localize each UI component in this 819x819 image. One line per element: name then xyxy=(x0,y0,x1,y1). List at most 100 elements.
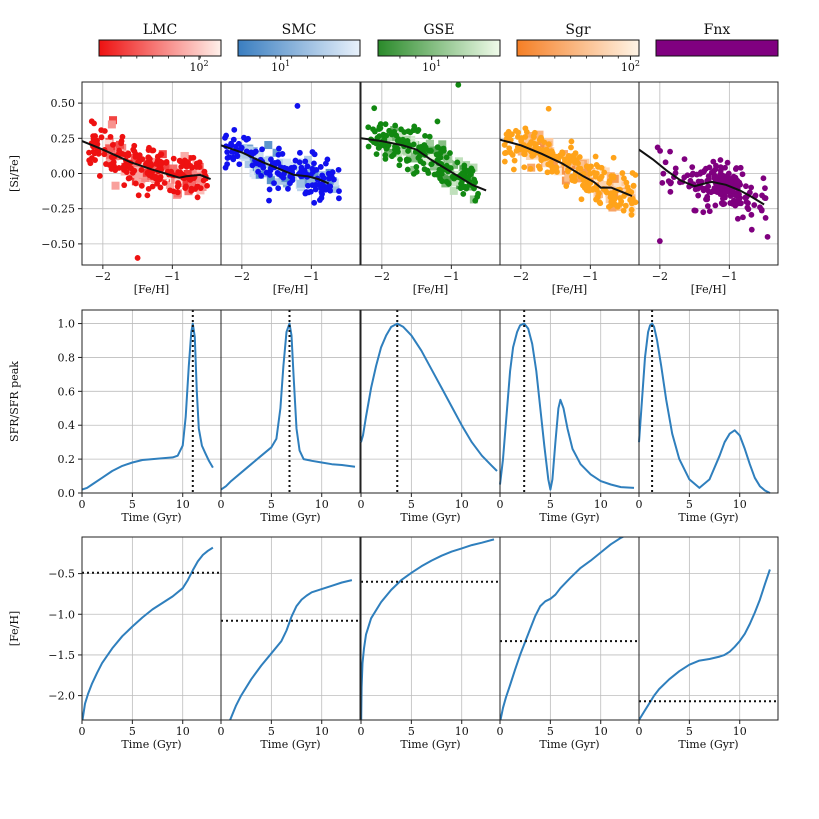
star-point xyxy=(672,170,679,176)
x-tick-label: 5 xyxy=(547,498,554,511)
star-point xyxy=(523,128,530,135)
star-point xyxy=(275,171,282,177)
star-point xyxy=(154,180,160,187)
star-point xyxy=(228,140,234,147)
star-point xyxy=(224,155,231,161)
star-point xyxy=(692,207,699,214)
density-bin xyxy=(384,149,393,158)
panel-content xyxy=(82,116,211,261)
panel-border xyxy=(638,309,779,494)
star-point xyxy=(439,178,445,185)
star-point xyxy=(126,164,133,171)
star-point xyxy=(101,151,108,158)
x-tick-label: −1 xyxy=(582,270,598,283)
star-point xyxy=(158,151,165,158)
panel-content xyxy=(500,537,639,720)
x-tick-label: 5 xyxy=(408,725,415,738)
star-point xyxy=(662,159,669,166)
star-point xyxy=(365,143,372,150)
star-point xyxy=(629,170,636,176)
row1-panel-fnx: −2 −1[Fe/H] xyxy=(638,81,779,296)
x-tick-label: 10 xyxy=(176,498,190,511)
star-point xyxy=(146,172,153,179)
colorbar-tick-base: 10 xyxy=(189,61,203,74)
star-point xyxy=(689,164,696,170)
star-point xyxy=(440,147,447,154)
star-point xyxy=(296,159,303,166)
panel-content xyxy=(361,538,500,720)
row1-panel-sgr: −2 −1[Fe/H] xyxy=(499,81,640,296)
colorbar-tick-base: 10 xyxy=(271,61,285,74)
x-tick-label: 0 xyxy=(497,725,504,738)
star-point xyxy=(157,184,164,191)
star-point xyxy=(744,204,751,211)
star-point xyxy=(700,209,707,216)
colorbar-tick-exponent: 2 xyxy=(203,59,208,68)
panel-content xyxy=(82,546,221,720)
density-bin xyxy=(262,157,271,166)
star-point xyxy=(236,161,243,168)
x-axis-label: Time (Gyr) xyxy=(539,738,599,751)
y-tick-label: 0.25 xyxy=(51,132,76,145)
star-point xyxy=(121,182,128,189)
density-bin xyxy=(608,179,617,188)
panel-content xyxy=(361,82,487,204)
star-point xyxy=(617,201,624,207)
star-point xyxy=(672,165,679,172)
star-point xyxy=(91,120,97,127)
star-point xyxy=(230,156,237,163)
star-point xyxy=(559,149,566,156)
panel-border xyxy=(638,536,779,721)
star-point xyxy=(737,164,744,171)
star-point xyxy=(118,140,124,147)
star-point xyxy=(149,147,156,154)
star-point xyxy=(86,149,92,156)
star-point xyxy=(506,145,513,152)
star-point xyxy=(324,156,331,163)
star-point xyxy=(319,180,325,187)
star-point xyxy=(628,206,635,213)
star-point xyxy=(188,188,195,194)
star-point xyxy=(734,215,741,222)
x-tick-label: −2 xyxy=(95,270,111,283)
star-point xyxy=(309,182,316,189)
star-point xyxy=(577,165,584,172)
density-bin xyxy=(105,155,114,164)
star-point xyxy=(593,170,600,177)
star-point xyxy=(373,140,380,147)
star-point xyxy=(404,166,411,173)
density-bin xyxy=(449,186,458,195)
star-point xyxy=(425,170,432,176)
density-bin xyxy=(111,181,120,190)
star-point xyxy=(144,192,151,199)
star-point xyxy=(700,169,707,176)
x-tick-label: 5 xyxy=(547,725,554,738)
star-point xyxy=(608,198,615,205)
star-point xyxy=(304,163,311,170)
star-point xyxy=(578,196,585,203)
star-point xyxy=(395,148,401,155)
star-point xyxy=(575,160,581,167)
star-point xyxy=(722,164,728,171)
y-tick-label: 0.8 xyxy=(58,351,76,364)
density-bin xyxy=(138,170,147,179)
y-tick-label: −1.0 xyxy=(48,608,75,621)
density-bin xyxy=(614,173,623,182)
x-tick-label: 0 xyxy=(497,498,504,511)
model-track-line xyxy=(361,137,487,192)
star-point xyxy=(414,128,421,135)
colorbar-gse xyxy=(377,39,501,57)
model-track-line xyxy=(639,148,765,206)
star-point xyxy=(422,144,429,151)
star-point xyxy=(86,157,93,164)
x-tick-label: 10 xyxy=(733,725,747,738)
star-point xyxy=(117,150,124,157)
star-point xyxy=(389,153,395,160)
star-point xyxy=(392,122,399,129)
star-point xyxy=(565,154,572,161)
star-point xyxy=(373,151,380,158)
